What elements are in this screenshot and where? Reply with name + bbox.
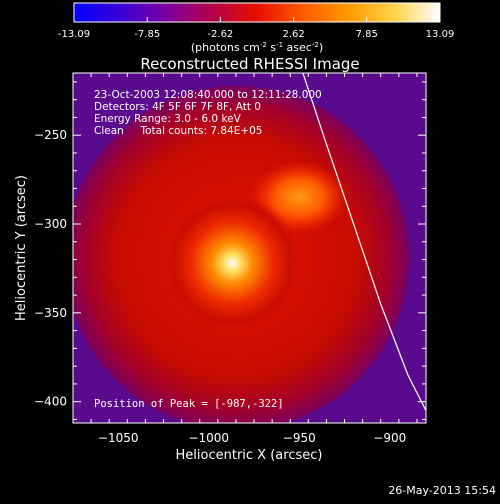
colorbar-gradient [73,2,441,23]
y-tick-label: −300 [34,217,67,231]
annotation-time-range: 23-Oct-2003 12:08:40.000 to 12:11:28.000 [94,89,322,101]
colorbar-tick-label: -2.62 [207,29,233,40]
x-tick-label: −950 [283,431,316,445]
y-axis-ticks: −250 −300 −350 −400 [34,81,426,420]
annotation-clean-counts: Clean Total counts: 7.84E+05 [94,125,263,137]
plot-frame [72,72,427,424]
y-tick-label: −350 [34,306,67,320]
y-tick-label: −400 [34,395,67,409]
plot-area [73,73,426,423]
x-tick-label: −900 [373,431,406,445]
chart-title: Reconstructed RHESSI Image [140,55,359,73]
colorbar-tick-label: 7.85 [356,29,378,40]
colorbar-tick-label: -7.85 [134,29,160,40]
peak-position-label: Position of Peak = [-987,-322] [94,398,284,410]
solar-limb-line [302,73,426,411]
colorbar-tick-label: -13.09 [58,29,90,40]
annotation-energy-range: Energy Range: 3.0 - 6.0 keV [94,113,242,125]
annotation-block: 23-Oct-2003 12:08:40.000 to 12:11:28.000… [94,89,322,137]
y-axis-label: Heliocentric Y (arcsec) [14,175,29,321]
peak-source [164,195,301,332]
colorbar-tick-label: 2.62 [282,29,304,40]
colorbar-tick-label: 13.09 [426,29,455,40]
footer-timestamp: 26-May-2013 15:54 [388,484,496,497]
y-tick-label: −250 [34,128,67,142]
x-tick-label: −1050 [98,431,139,445]
x-tick-label: −1000 [188,431,229,445]
colorbar-units: (photons cm-2 s-1 asec-2) [191,41,323,54]
annotation-detectors: Detectors: 4F 5F 6F 7F 8F, Att 0 [94,101,261,113]
x-axis-ticks: −1050 −1000 −950 −900 [72,73,418,445]
colorbar: -13.09 -7.85 -2.62 2.62 7.85 13.09 (photons c… [58,2,454,54]
colorbar-ticks: -13.09 -7.85 -2.62 2.62 7.85 13.09 [58,17,454,40]
x-axis-label: Heliocentric X (arcsec) [176,448,323,463]
